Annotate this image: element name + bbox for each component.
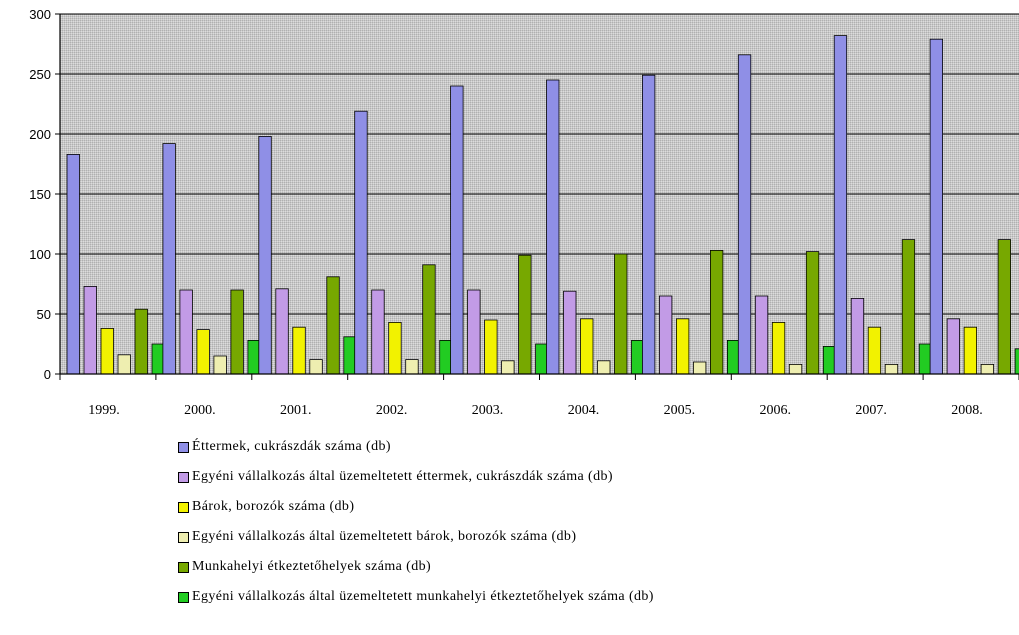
bar-2006-s1: [737, 54, 752, 375]
bar-2004-s4: [597, 360, 611, 375]
bar-2001-s3: [292, 326, 306, 375]
legend-swatch: [178, 501, 189, 513]
bar-2004-s2: [563, 290, 577, 375]
x-tick-label: 2007.: [855, 403, 887, 418]
x-tick-label: 2008.: [951, 403, 983, 418]
bar-2000-s1: [162, 143, 176, 375]
bar-2006-s5: [805, 251, 820, 375]
legend-item: Munkahelyi étkeztetőhelyek száma (db): [178, 552, 654, 582]
y-tick-labels: 0 50 100 150 200 250 300: [29, 7, 51, 382]
bar-2002-s5: [422, 264, 436, 375]
bar-2003-s4: [501, 360, 515, 375]
legend-item: Egyéni vállalkozás által üzemeltetett ét…: [178, 462, 654, 492]
bar-2003-s3: [484, 319, 498, 375]
bar-2007-s5: [901, 239, 916, 375]
x-tick-label: 2006.: [760, 403, 792, 418]
bar-2005-s5: [710, 249, 724, 375]
bar-2006-s3: [771, 321, 786, 375]
bar-2008-s2: [946, 318, 960, 375]
bar-2005-s1: [642, 74, 656, 375]
y-tick-label: 300: [29, 7, 51, 22]
x-tick-labels: 1999. 2000. 2001. 2002. 2003. 2004. 2005. 2006.…: [88, 403, 983, 418]
bar-1999-s3: [100, 327, 114, 375]
bar-2006-s4: [788, 363, 803, 375]
x-tick-label: 2001.: [280, 403, 312, 418]
legend-label: Egyéni vállalkozás által üzemeltetett mu…: [192, 589, 654, 604]
bar-2008-s6: [1014, 348, 1019, 375]
legend-label: Bárok, borozók száma (db): [192, 499, 355, 514]
y-tick-label: 150: [29, 187, 51, 202]
bar-2005-s3: [676, 318, 690, 375]
bar-2000-s5: [230, 289, 244, 375]
legend-item: Egyéni vállalkozás által üzemeltetett mu…: [178, 582, 654, 612]
bar-2000-s3: [196, 329, 210, 375]
x-tick-label: 2005.: [664, 403, 696, 418]
bar-2001-s5: [326, 276, 340, 375]
bar-2002-s4: [405, 359, 419, 375]
bar-2003-s2: [467, 289, 481, 375]
bar-2000-s4: [213, 355, 227, 375]
bar-2007-s3: [867, 326, 882, 375]
y-tick-label: 200: [29, 127, 51, 142]
x-tick-label: 2004.: [568, 403, 600, 418]
bar-2007-s2: [850, 297, 865, 375]
y-tick-label: 0: [44, 367, 51, 382]
x-tick-label: 2002.: [376, 403, 408, 418]
bar-1999-s2: [83, 285, 97, 375]
bar-2006-s2: [754, 295, 769, 375]
bar-2003-s1: [450, 85, 464, 375]
bar-2008-s4: [980, 363, 994, 375]
gridlines: [55, 13, 1019, 375]
legend-swatch: [178, 531, 189, 543]
axes: [59, 14, 1019, 380]
y-tick-label: 250: [29, 67, 51, 82]
bars: [66, 35, 1019, 375]
bar-1999-s5: [134, 308, 148, 375]
bar-2004-s3: [580, 318, 594, 375]
bar-1999-s1: [66, 153, 80, 375]
bar-2002-s1: [354, 110, 368, 375]
bar-2003-s5: [518, 254, 532, 375]
x-tick-label: 2000.: [184, 403, 216, 418]
x-tick-label: 1999.: [88, 403, 120, 418]
legend-swatch: [178, 441, 189, 453]
bar-2002-s2: [371, 289, 385, 375]
bar-2004-s1: [546, 79, 560, 375]
x-tick-label: 2003.: [472, 403, 504, 418]
bar-2008-s5: [997, 239, 1011, 375]
bar-2005-s4: [693, 361, 707, 375]
legend-swatch: [178, 561, 189, 573]
legend-label: Egyéni vállalkozás által üzemeltetett bá…: [192, 529, 577, 544]
bar-chart: 0 50 100 150 200 250 300 1999. 2000. 2001. 2002. 2…: [29, 7, 1019, 418]
bar-2005-s2: [659, 295, 673, 375]
legend-swatch: [178, 591, 189, 603]
bar-2004-s5: [614, 253, 628, 375]
legend-item: Egyéni vállalkozás által üzemeltetett bá…: [178, 522, 654, 552]
legend: Éttermek, cukrászdák száma (db) Egyéni v…: [178, 432, 654, 612]
bar-2001-s4: [309, 359, 323, 375]
bar-2007-s4: [884, 363, 899, 375]
bar-2001-s2: [275, 288, 289, 375]
bar-2000-s2: [179, 289, 193, 375]
legend-label: Munkahelyi étkeztetőhelyek száma (db): [192, 559, 432, 574]
y-tick-label: 100: [29, 247, 51, 262]
y-tick-label: 50: [37, 307, 51, 322]
legend-item: Bárok, borozók száma (db): [178, 492, 654, 522]
bar-1999-s4: [117, 354, 131, 375]
legend-swatch: [178, 471, 189, 483]
legend-label: Éttermek, cukrászdák száma (db): [192, 439, 391, 454]
legend-item: Éttermek, cukrászdák száma (db): [178, 432, 654, 462]
legend-label: Egyéni vállalkozás által üzemeltetett ét…: [192, 469, 613, 484]
bar-2002-s3: [388, 321, 402, 375]
bar-2008-s3: [963, 326, 977, 375]
bar-2008-s1: [929, 38, 943, 375]
bar-2007-s1: [833, 35, 848, 375]
bar-2001-s1: [258, 135, 272, 375]
